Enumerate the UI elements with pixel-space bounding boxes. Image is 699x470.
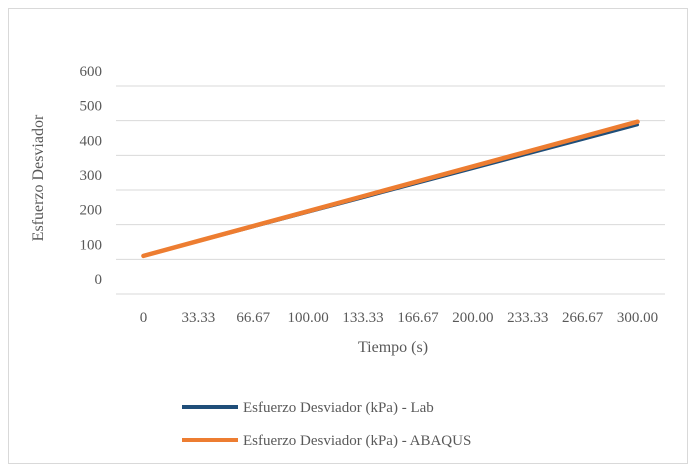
chart-frame [8,8,688,464]
y-tick-label: 200 [80,203,103,219]
y-tick-label: 100 [80,237,103,253]
x-tick-label: 233.33 [507,310,548,326]
series-lines [141,119,640,259]
x-tick-label: 33.33 [181,310,215,326]
legend-label-1: Esfuerzo Desviador (kPa) - Lab [243,400,434,416]
x-tick-label: 133.33 [342,310,383,326]
x-axis-label: Tiempo (s) [358,339,428,356]
series-line-2 [141,119,640,259]
y-tick-label: 0 [95,272,103,288]
y-axis-ticks: 0 100 200 300 400 500 600 [80,64,103,288]
legend-label-2: Esfuerzo Desviador (kPa) - ABAQUS [243,433,471,449]
legend: Esfuerzo Desviador (kPa) - Lab Esfuerzo D… [182,400,471,449]
gridlines [116,85,665,295]
y-tick-label: 400 [80,133,103,149]
x-tick-label: 0 [140,310,148,326]
x-tick-label: 266.67 [562,310,604,326]
y-axis-label: Esfuerzo Desviador [30,114,47,241]
x-axis-ticks: 0 33.33 66.67 100.00 133.33 166.67 200.00 233.3… [140,310,658,326]
x-tick-label: 200.00 [452,310,493,326]
x-tick-label: 166.67 [397,310,439,326]
y-tick-label: 500 [80,99,103,115]
x-tick-label: 100.00 [288,310,329,326]
y-tick-label: 600 [80,64,103,80]
y-tick-label: 300 [80,168,103,184]
x-tick-label: 300.00 [617,310,658,326]
x-tick-label: 66.67 [236,310,270,326]
